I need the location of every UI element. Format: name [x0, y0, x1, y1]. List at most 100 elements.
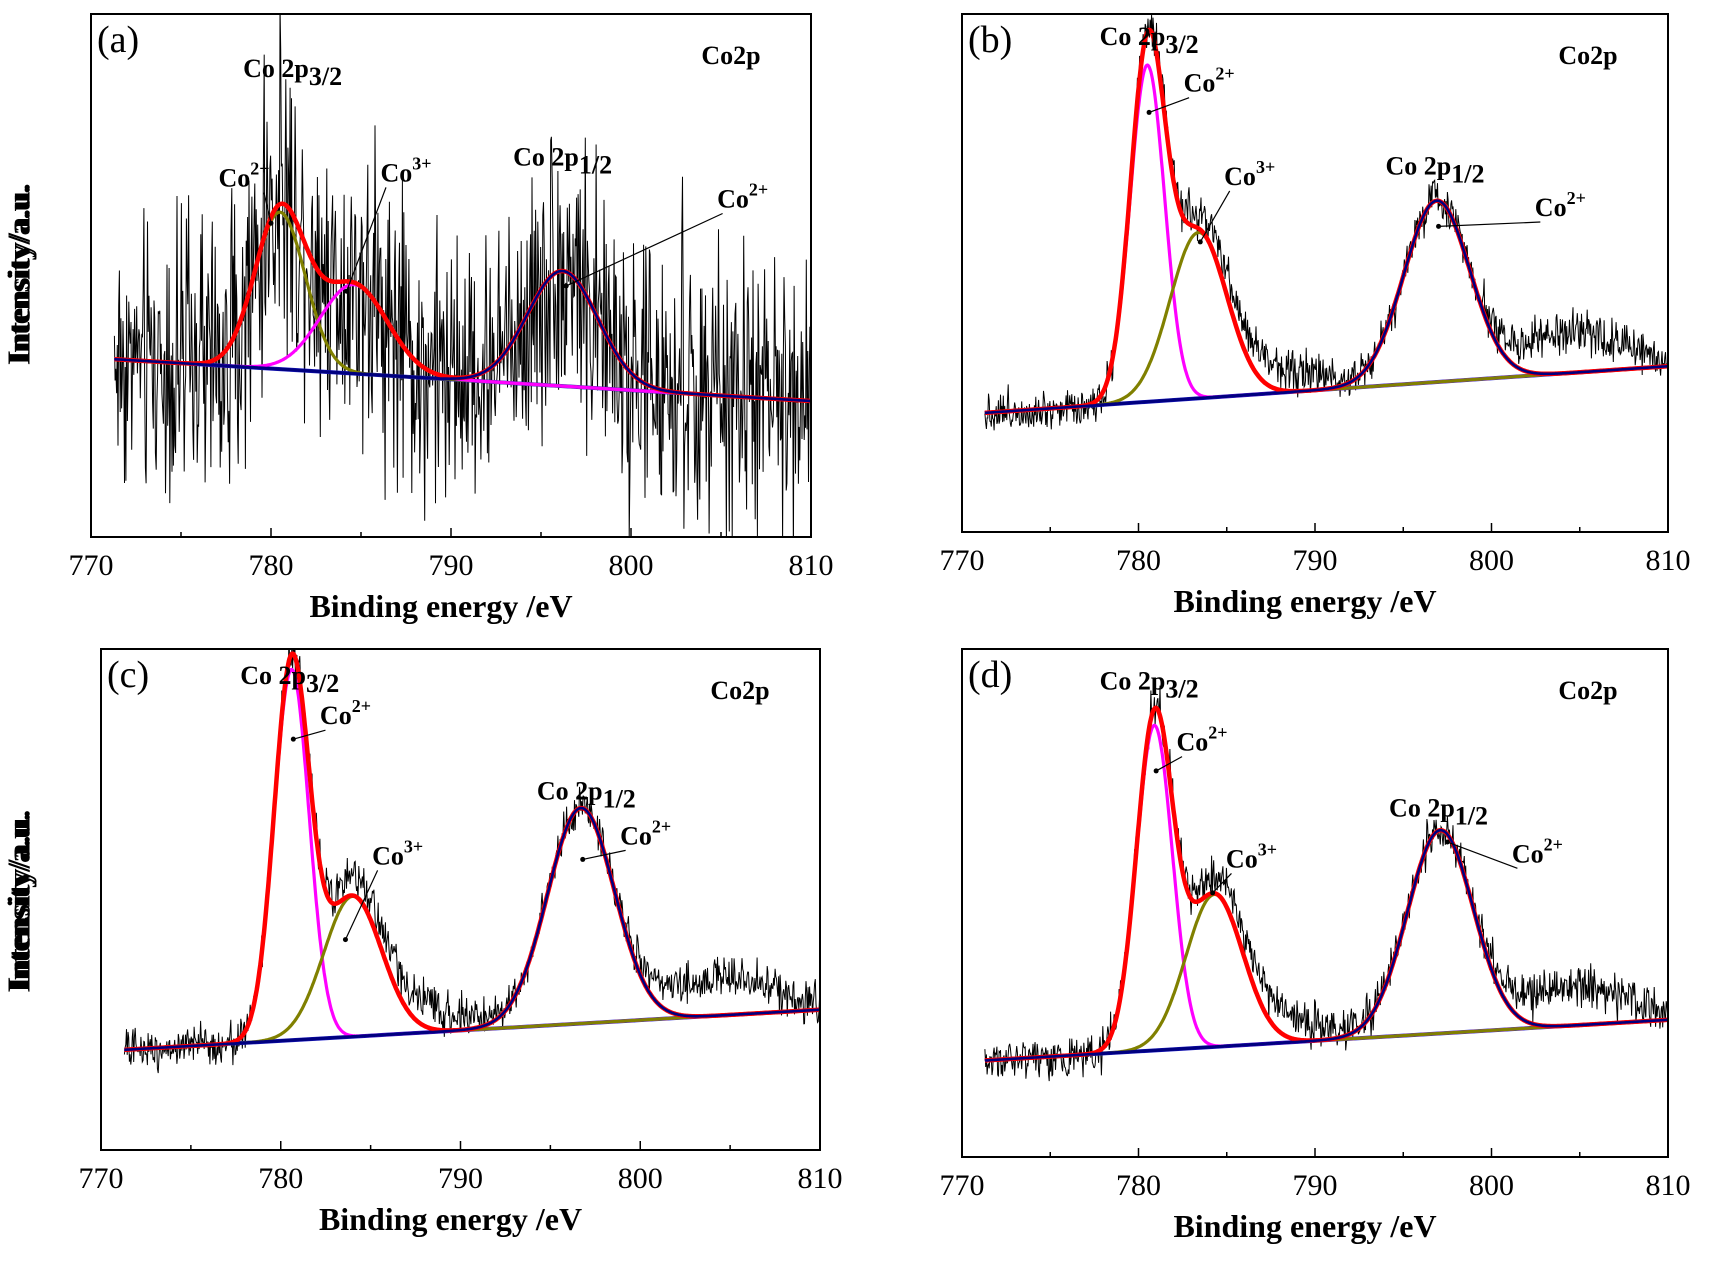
plot-area [123, 649, 820, 1074]
peak-annotation: Co 2p3/2 [240, 661, 339, 698]
x-tick-label: 800 [1469, 544, 1514, 577]
annotation-arrow [582, 849, 626, 861]
annotation-arrowhead [268, 220, 274, 226]
corner-label: Co2p [701, 41, 760, 70]
annotation-arrow [1438, 221, 1541, 227]
x-tick-label: 790 [1293, 1169, 1338, 1202]
peak-annotation: Co2+ [1512, 834, 1563, 868]
panel-label: (d) [968, 654, 1012, 696]
y-axis-label: Intensity/a.u. [0, 186, 36, 366]
annotation-arrowhead [290, 736, 296, 742]
peak-annotation: Co 2p3/2 [1100, 667, 1199, 704]
x-tick-label: 790 [1293, 544, 1338, 577]
chart-panel: 770 780 790 800 810 Binding energy /eV Intensi… [0, 648, 1691, 1244]
x-tick-label: 770 [940, 1169, 985, 1202]
peak-annotation: Co2+ [1177, 723, 1228, 757]
plot-frame [100, 648, 821, 1151]
fit-peak-line [124, 806, 820, 1052]
fit-peak-line [984, 63, 1668, 415]
fit-peak-line [114, 269, 811, 403]
plot-frame [961, 13, 1669, 533]
corner-label: Co2p [1558, 676, 1617, 705]
peak-annotation: Co2+ [1184, 64, 1235, 98]
peak-annotation: Co2+ [1535, 188, 1586, 222]
annotation-arrow [1199, 190, 1231, 243]
panel-label: (a) [97, 19, 139, 61]
annotation-arrow [1148, 97, 1190, 113]
x-axis-label: Binding energy /eV [1173, 1208, 1436, 1244]
annotation-arrowhead [580, 856, 586, 862]
x-tick-label: 770 [69, 549, 114, 582]
annotation-arrowhead [1197, 239, 1203, 245]
fit-envelope-line [984, 705, 1668, 1063]
peak-annotation: Co 2p1/2 [513, 143, 612, 180]
x-tick-label: 810 [1646, 1169, 1691, 1202]
plot-area [113, 14, 811, 537]
x-axis-label: Binding energy /eV [319, 1201, 582, 1237]
y-axis-label: Intensity/a.u. [0, 813, 36, 993]
peak-annotation: Co2+ [717, 180, 768, 214]
annotation-arrowhead [1153, 768, 1159, 774]
x-axis-label: Binding energy /eV [1173, 583, 1436, 619]
x-tick-label: 810 [1646, 544, 1691, 577]
y-axis-label: Intensity/a.u. [0, 810, 36, 990]
x-tick-label: 770 [940, 544, 985, 577]
peak-annotation: Co3+ [372, 836, 423, 870]
x-tick-label: 810 [789, 549, 834, 582]
annotation-arrow [344, 870, 379, 940]
peak-annotation: Co3+ [1226, 839, 1277, 873]
x-tick-label: 780 [1116, 1169, 1161, 1202]
annotation-arrowhead [1444, 839, 1450, 845]
x-tick-label: 780 [258, 1162, 303, 1195]
x-tick-label: 800 [618, 1162, 663, 1195]
fit-peak-line [984, 892, 1668, 1063]
annotation-arrow [263, 192, 272, 224]
peak-annotation: Co 2p3/2 [243, 54, 342, 91]
annotation-arrow [1155, 756, 1183, 772]
annotation-arrow [1212, 873, 1232, 894]
annotation-arrowhead [344, 288, 350, 294]
annotation-arrow [1447, 841, 1518, 869]
plot-frame [961, 648, 1669, 1158]
annotation-arrowhead [563, 283, 569, 289]
raw-spectrum-line [984, 685, 1668, 1082]
y-axis-label: Intensity/a.u. [0, 183, 36, 363]
fit-envelope-line [124, 651, 820, 1053]
fit-peak-line [124, 667, 820, 1052]
x-axis-label: Binding energy /eV [309, 588, 572, 624]
peak-annotation: Co3+ [1224, 157, 1275, 191]
panel-label: (c) [107, 654, 149, 696]
annotation-arrowhead [1210, 890, 1216, 896]
peak-annotation: Co 2p1/2 [1386, 152, 1485, 189]
peak-annotation: Co 2p1/2 [1389, 794, 1488, 831]
plot-area [984, 14, 1668, 431]
annotation-arrowhead [342, 937, 348, 943]
raw-spectrum-line [113, 14, 811, 537]
panel-label: (b) [968, 19, 1012, 61]
annotation-arrowhead [1146, 109, 1152, 115]
annotation-arrow [293, 729, 326, 740]
chart-panel: 770 780 790 800 810 Binding energy /eV Intensi… [0, 13, 1691, 619]
annotation-arrow [565, 212, 723, 287]
fit-peak-line [984, 199, 1668, 415]
plot-area [984, 685, 1668, 1082]
annotation-arrow [346, 187, 387, 292]
x-tick-label: 780 [1116, 544, 1161, 577]
peak-annotation: Co3+ [380, 153, 431, 187]
annotation-arrowhead [1436, 223, 1442, 229]
peak-annotation: Co2+ [218, 159, 269, 193]
peak-annotation: Co2+ [620, 816, 671, 850]
fit-peak-line [984, 828, 1668, 1062]
x-tick-label: 790 [429, 549, 474, 582]
peak-annotation: Co 2p3/2 [1100, 22, 1199, 59]
x-tick-label: 770 [79, 1162, 124, 1195]
fit-peak-line [984, 723, 1668, 1063]
x-tick-label: 800 [609, 549, 654, 582]
peak-annotation: Co 2p1/2 [537, 776, 636, 813]
x-tick-label: 810 [798, 1162, 843, 1195]
chart-panel: 770 780 790 800 810 Binding energy /eV Intensi… [0, 13, 834, 624]
x-tick-label: 790 [438, 1162, 483, 1195]
x-tick-label: 780 [249, 549, 294, 582]
corner-label: Co2p [1558, 41, 1617, 70]
